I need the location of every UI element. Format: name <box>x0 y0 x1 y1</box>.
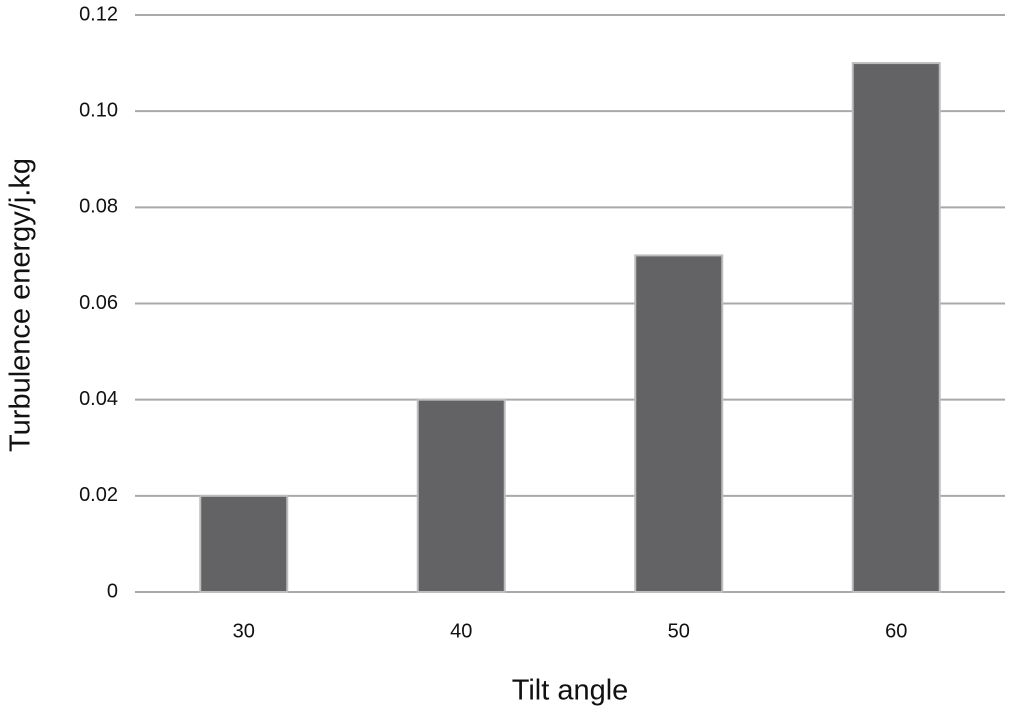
bar <box>416 398 506 593</box>
x-tick-label: 60 <box>885 620 907 642</box>
x-axis-title: Tilt angle <box>512 675 629 707</box>
x-tick-label: 30 <box>233 620 255 642</box>
y-axis-title: Turbulence energy/j.kg <box>5 158 37 452</box>
y-tick-label: 0.08 <box>79 196 118 218</box>
x-tick-label: 50 <box>668 620 690 642</box>
y-tick-label: 0.06 <box>79 292 118 314</box>
bar <box>634 254 724 594</box>
bar <box>199 494 289 594</box>
y-tick-label: 0 <box>107 580 118 602</box>
x-tick-label: 40 <box>450 620 472 642</box>
y-tick-label: 0.12 <box>79 3 118 25</box>
y-tick-label: 0.02 <box>79 484 118 506</box>
y-tick-label: 0.04 <box>79 388 118 410</box>
y-tick-label: 0.10 <box>79 99 118 121</box>
bar <box>851 62 941 594</box>
